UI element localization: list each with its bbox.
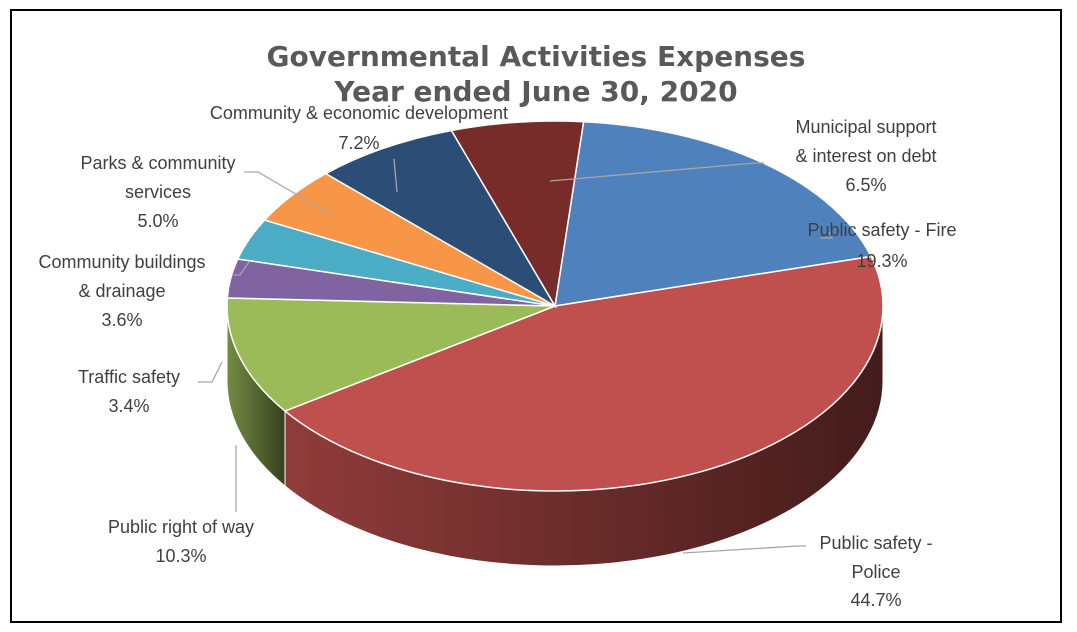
chart-title: Governmental Activities Expenses [266, 40, 806, 73]
leader-line-parks [244, 171, 331, 215]
leader-line-muni [549, 162, 764, 182]
leader-line-fire [820, 231, 834, 239]
category-label-parks: services [125, 182, 191, 202]
leader-lines [198, 158, 834, 554]
category-label-fire: Public safety - Fire [807, 220, 956, 240]
leader-line-police [682, 545, 806, 554]
category-label-buildings: Community buildings [38, 252, 205, 272]
category-label-buildings: & drainage [78, 281, 165, 301]
data-label-parks: 5.0% [137, 211, 178, 231]
category-label-muni: Municipal support [795, 117, 936, 137]
chart-subtitle: Year ended June 30, 2020 [334, 75, 738, 108]
data-label-buildings: 3.6% [101, 310, 142, 330]
data-label-traffic: 3.4% [108, 396, 149, 416]
data-label-police: 44.7% [850, 590, 901, 610]
leader-line-buildings [232, 261, 250, 276]
category-label-row: Public right of way [108, 517, 254, 537]
category-label-police: Public safety - [819, 533, 932, 553]
pie-slice-muni [450, 120, 585, 309]
leader-line-traffic [198, 361, 223, 383]
pie-slices [226, 120, 884, 492]
category-label-muni: & interest on debt [795, 146, 936, 166]
pie-slice-police [283, 255, 884, 492]
category-label-traffic: Traffic safety [78, 367, 180, 387]
data-label-row: 10.3% [155, 546, 206, 566]
data-label-econ: 7.2% [338, 133, 379, 153]
category-label-econ: Community & economic development [210, 103, 508, 123]
category-label-police: Police [851, 562, 900, 582]
leader-line-econ [393, 158, 398, 193]
chart-title-block: Governmental Activities Expenses Year en… [12, 39, 1060, 109]
slice-labels: Public safety - Fire 19.3% Public safety -… [38, 103, 956, 610]
data-label-muni: 6.5% [845, 175, 886, 195]
pie-slice-econ [324, 129, 558, 309]
pie-slice-fire [554, 120, 873, 307]
category-label-parks: Parks & community [80, 153, 235, 173]
pie-slice-row [226, 297, 556, 412]
data-label-fire: 19.3% [856, 251, 907, 271]
